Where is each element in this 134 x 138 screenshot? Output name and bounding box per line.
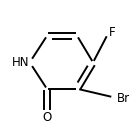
Text: Br: Br [117, 91, 130, 104]
Text: O: O [42, 111, 51, 124]
Text: HN: HN [12, 56, 30, 69]
Text: F: F [109, 26, 116, 39]
